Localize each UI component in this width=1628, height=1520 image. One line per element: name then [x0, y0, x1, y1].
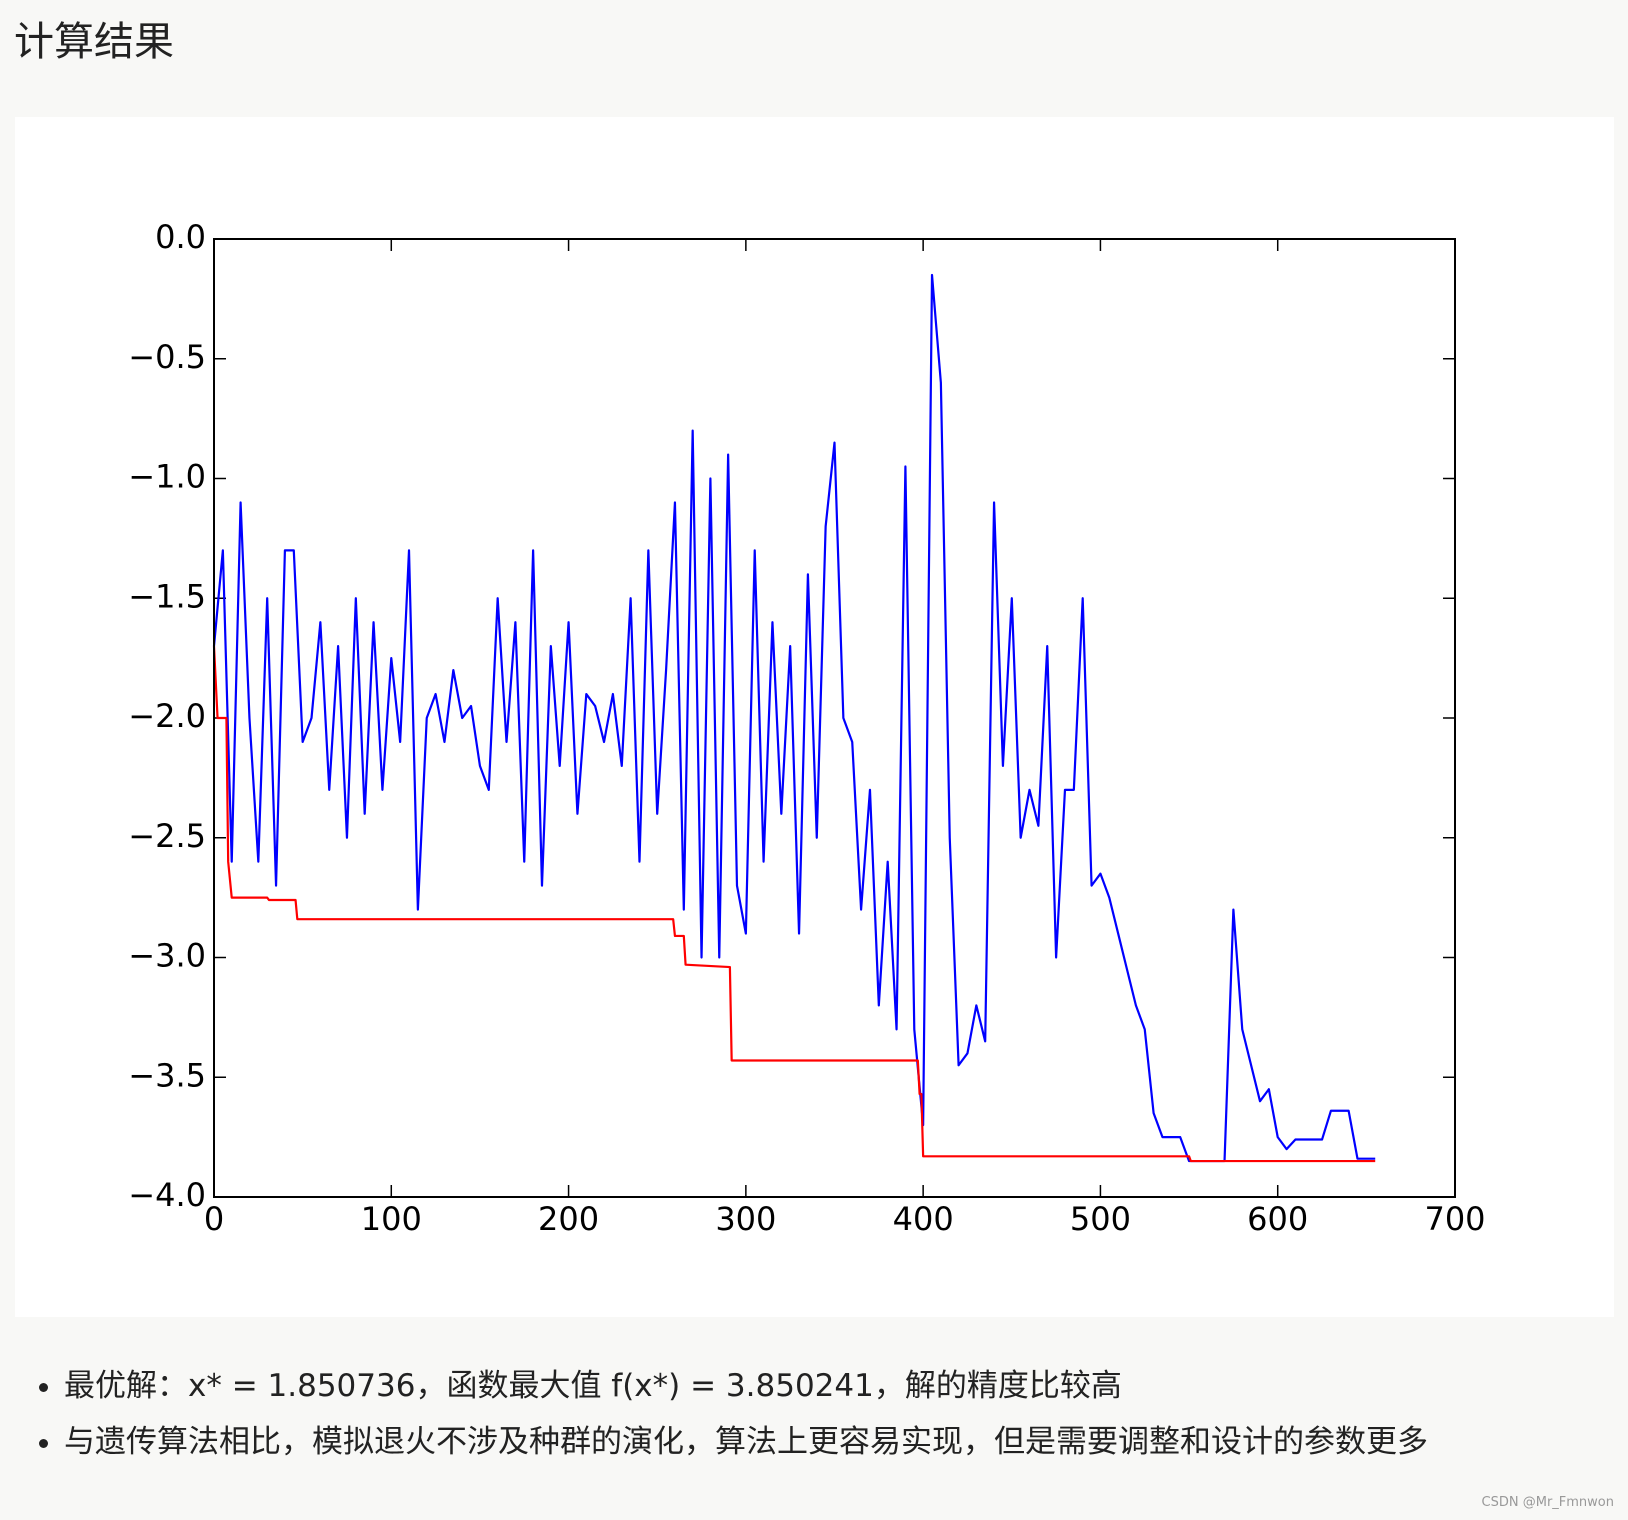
y-tick-label: −1.5: [128, 577, 206, 615]
x-tick-label: 700: [1424, 1200, 1485, 1238]
x-tick-label: 600: [1247, 1200, 1308, 1238]
watermark: CSDN @Mr_Fmnwon: [1481, 1495, 1614, 1510]
x-tick-label: 300: [715, 1200, 776, 1238]
bullet-list: 最优解：x* = 1.850736，函数最大值 f(x*) = 3.850241…: [28, 1358, 1428, 1470]
plot-frame: [213, 238, 1456, 1198]
y-tick-label: −3.5: [128, 1056, 206, 1094]
data-line: [212, 646, 1376, 1163]
y-tick-label: −2.5: [128, 817, 206, 855]
section-title: 计算结果: [14, 19, 174, 65]
x-tick-label: 200: [538, 1200, 599, 1238]
data-line: [212, 273, 1376, 1163]
bullet: 最优解：x* = 1.850736，函数最大值 f(x*) = 3.850241…: [64, 1358, 1428, 1414]
y-tick-label: −0.5: [128, 338, 206, 376]
y-tick-label: 0.0: [155, 218, 206, 256]
x-tick-label: 100: [361, 1200, 422, 1238]
y-tick-label: −2.0: [128, 697, 206, 735]
chart-container: 0.0 −0.5 −1.0 −1.5 −2.0 −2.5 −3.0 −3.5 −4.0 0 100 2…: [15, 117, 1614, 1317]
y-tick-label: −4.0: [128, 1176, 206, 1214]
y-tick-label: −3.0: [128, 937, 206, 975]
y-tick-label: −1.0: [128, 458, 206, 496]
bullet: 与遗传算法相比，模拟退火不涉及种群的演化，算法上更容易实现，但是需要调整和设计的…: [64, 1414, 1428, 1470]
x-tick-label: 400: [893, 1200, 954, 1238]
x-tick-label: 500: [1070, 1200, 1131, 1238]
chart: 0.0 −0.5 −1.0 −1.5 −2.0 −2.5 −3.0 −3.5 −4.00 100 2…: [128, 218, 1485, 1238]
x-tick-label: 0: [204, 1200, 224, 1238]
